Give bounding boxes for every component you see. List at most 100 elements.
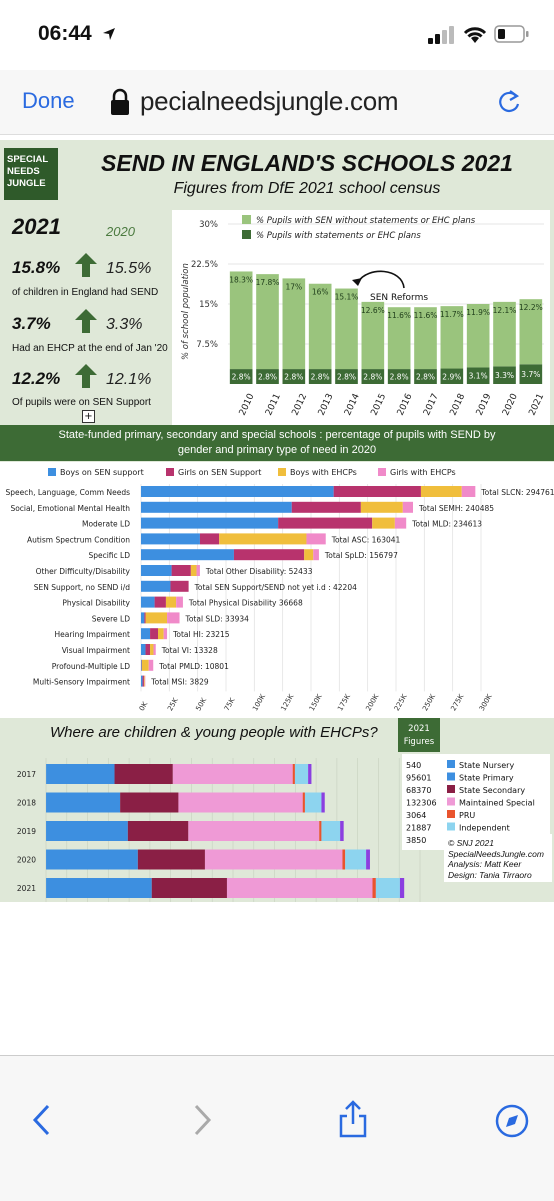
legend-swatch [447,785,455,793]
legend-swatch [447,823,455,831]
expand-plus-icon: + [82,410,95,423]
y-tick-label: 7.5% [196,340,218,350]
total-label: Total MLD: 234613 [411,520,482,529]
legend-title: 2021 [408,724,430,734]
y-tick-label: 22.5% [191,260,218,270]
lock-icon [110,88,130,116]
signal-icon [428,26,458,44]
bar-segment [278,518,372,529]
bar-segment [141,549,234,560]
up-arrow-icon [74,308,98,334]
data-label-ehcp: 2.8% [416,373,435,382]
data-label-ehcp: 3.7% [521,370,540,379]
share-icon[interactable] [338,1100,368,1138]
data-label-sen: 11.6% [387,311,411,320]
bar-segment [462,486,476,497]
bar-segment [321,821,340,841]
category-label: Speech, Language, Comm Needs [5,488,130,497]
credits: © SNJ 2021 SpecialNeedsJungle.com Analys… [448,838,544,880]
infographic-subtitle: Figures from DfE 2021 school census [72,180,542,198]
credit-line: SpecialNeedsJungle.com [448,849,544,860]
bar-sen-support [230,271,253,369]
bar-segment [306,533,325,544]
compass-icon[interactable] [495,1104,529,1138]
bar-segment [308,764,311,784]
bar-segment [150,644,153,655]
bar-segment [321,793,324,813]
bar-segment [152,878,227,898]
year-label: 2017 [17,770,36,779]
legend-figure: 540 [406,761,421,770]
total-label: Total ASC: 163041 [331,535,401,544]
bar-segment [153,644,155,655]
legend-label: % Pupils with SEN without statements or … [256,216,476,226]
bar-segment [141,581,170,592]
legend-figure: 132306 [406,799,437,808]
bar-segment [144,612,145,623]
legend-swatch [447,810,455,818]
category-label: Autism Spectrum Condition [27,535,130,544]
done-button[interactable]: Done [22,88,75,114]
reload-icon[interactable] [496,88,522,116]
bar-segment [188,821,319,841]
bar-segment [128,821,189,841]
bar-sen-support [256,274,279,369]
bar-segment [158,628,164,639]
bar-segment [361,502,403,513]
bar-segment [205,850,343,870]
bar-segment [166,597,176,608]
data-label-sen: 18.3% [229,275,253,284]
legend-swatch [447,760,455,768]
data-label-sen: 12.6% [361,306,385,315]
legend-label: State Nursery [459,761,514,770]
total-label: Total SEN Support/SEND not yet i.d : 422… [194,583,357,592]
bar-segment [227,878,373,898]
status-bar: 06:44 [0,0,554,70]
need-chart-banner: State-funded primary, secondary and spec… [0,425,554,461]
category-label: Visual Impairment [62,646,130,655]
infographic-title: SEND IN ENGLAND'S SCHOOLS 2021 [72,150,542,177]
legend-label: PRU [459,811,475,820]
bar-segment [150,628,158,639]
stat-label: of children in England had SEND [12,287,158,298]
back-icon[interactable] [30,1104,54,1136]
legend-figure: 21887 [406,824,431,833]
stat-value: 12.2% [12,369,60,389]
status-time: 06:44 [38,22,92,46]
bar-segment [400,878,404,898]
y-axis-label: % of school population [181,263,191,360]
bar-segment [303,793,305,813]
bar-segment [292,502,361,513]
legend-label: % Pupils with statements or EHC plans [256,231,421,241]
legend-swatch [378,468,386,476]
bar-segment [219,533,306,544]
need-chart-title: State-funded primary, secondary and spec… [0,425,554,461]
legend-title: Figures [404,737,435,747]
bar-sen-support [283,278,306,369]
logo-line: SPECIAL [7,154,55,166]
data-label-ehcp: 2.8% [258,373,277,382]
forward-icon[interactable] [190,1104,214,1136]
bar-segment [197,565,200,576]
legend-swatch [447,798,455,806]
address-bar-url[interactable]: pecialneedsjungle.com [140,86,398,117]
category-label: Severe LD [92,614,131,623]
stat-prev: 3.3% [106,316,142,334]
up-arrow-icon [74,252,98,278]
legend-figure: 95601 [406,774,431,783]
legend-label: Independent [459,824,510,833]
category-label: Moderate LD [82,520,130,529]
data-label-ehcp: 2.8% [284,373,303,382]
stat-value: 3.7% [12,314,51,334]
stat-prev: 12.1% [106,371,151,389]
data-label-sen: 11.6% [414,311,438,320]
total-label: Total SLD: 33934 [185,614,250,623]
legend-figure: 68370 [406,786,431,795]
bar-segment [345,850,366,870]
bar-segment [234,549,304,560]
wifi-icon [462,25,488,45]
legend-label: State Primary [459,774,514,783]
data-label-ehcp: 3.3% [495,371,514,380]
data-label-sen: 11.9% [466,308,490,317]
bar-segment [46,850,47,870]
